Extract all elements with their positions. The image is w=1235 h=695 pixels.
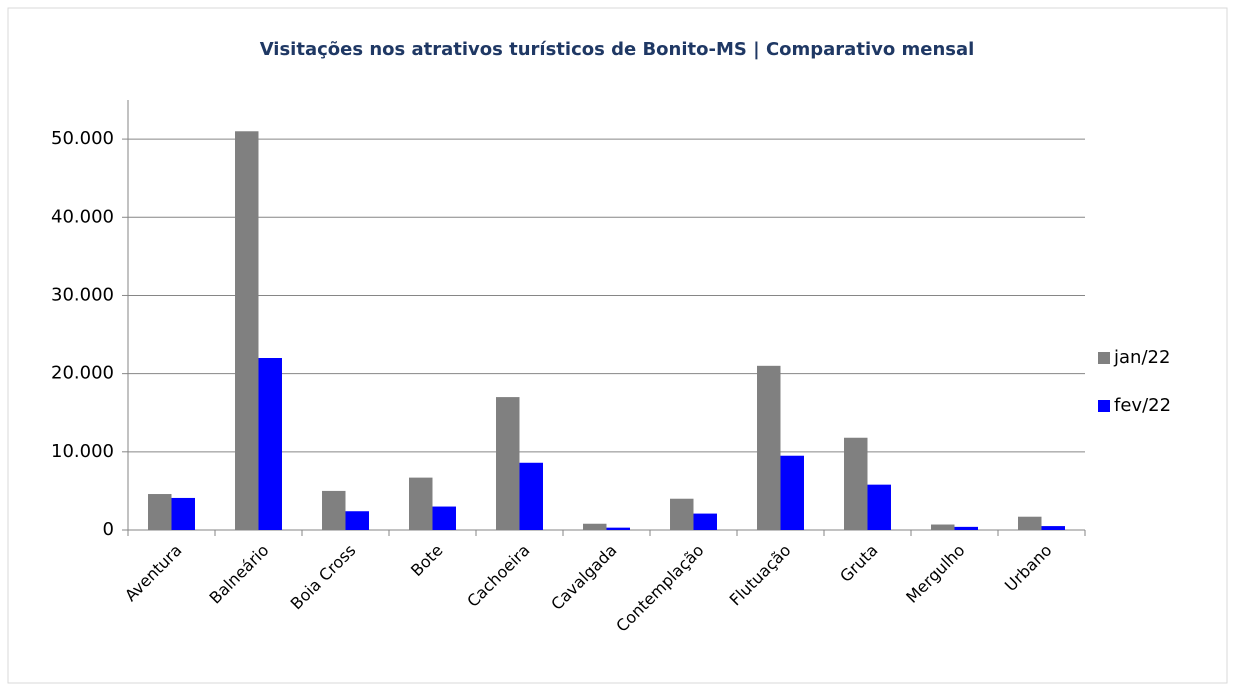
- legend-swatch: [1098, 400, 1110, 412]
- bar: [757, 365, 781, 530]
- bar: [670, 498, 694, 530]
- y-tick-label: 10.000: [51, 441, 114, 462]
- y-tick-label: 0: [103, 519, 114, 540]
- bar: [496, 397, 520, 530]
- legend-label: fev/22: [1114, 395, 1171, 416]
- bar: [1018, 516, 1042, 530]
- bar: [583, 523, 607, 530]
- bar: [606, 527, 630, 530]
- bar: [867, 484, 891, 530]
- bar: [693, 513, 717, 530]
- y-tick-label: 30.000: [51, 284, 114, 305]
- legend-label: jan/22: [1113, 347, 1170, 368]
- bar: [432, 506, 456, 530]
- bar: [519, 462, 543, 530]
- bar: [258, 358, 282, 530]
- bar: [780, 455, 804, 530]
- chart-border: [7, 7, 1228, 684]
- y-tick-label: 50.000: [51, 128, 114, 149]
- bar: [235, 131, 259, 531]
- y-tick-label: 20.000: [51, 363, 114, 384]
- bar: [148, 494, 172, 530]
- legend-swatch: [1098, 352, 1110, 364]
- bar: [322, 490, 346, 530]
- bar: [954, 526, 978, 530]
- y-tick-label: 40.000: [51, 206, 114, 227]
- bar: [844, 437, 868, 530]
- chart-title: Visitações nos atrativos turísticos de B…: [260, 39, 975, 60]
- bar: [409, 477, 433, 530]
- bar: [171, 497, 195, 530]
- bar: [1041, 526, 1065, 530]
- bar: [931, 524, 955, 530]
- bar: [345, 511, 369, 530]
